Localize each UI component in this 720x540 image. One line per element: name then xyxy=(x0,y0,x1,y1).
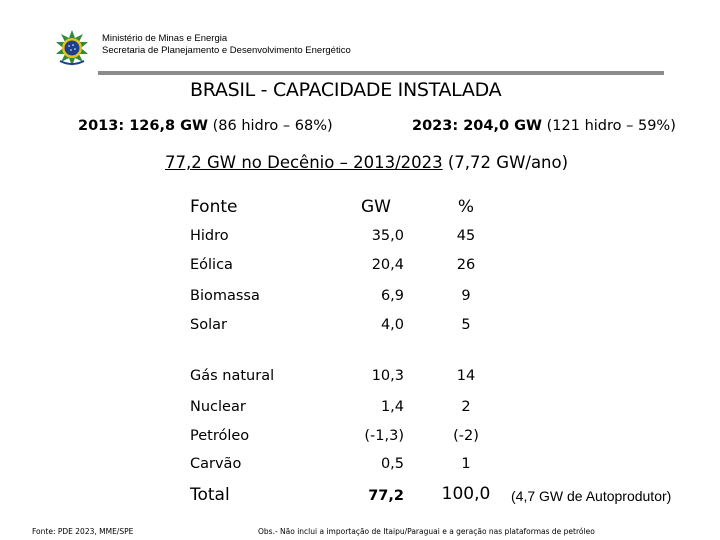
row-pct: 14 xyxy=(456,368,476,384)
row-fonte: Nuclear xyxy=(190,399,246,415)
row-gw: 10,3 xyxy=(371,368,404,384)
row-gw: 1,4 xyxy=(380,399,404,415)
row-fonte: Carvão xyxy=(190,456,242,472)
col-header-pct: % xyxy=(457,197,475,217)
row-pct: 2 xyxy=(461,399,471,415)
summary-2013-detail: (86 hidro – 68%) xyxy=(208,118,333,134)
row-pct: 45 xyxy=(456,228,476,244)
row-pct: 26 xyxy=(456,257,476,273)
autoprodutor-note: (4,7 GW de Autoprodutor) xyxy=(511,488,672,504)
col-header-gw: GW xyxy=(361,197,391,217)
row-pct: 5 xyxy=(461,317,471,333)
row-fonte: Solar xyxy=(190,317,227,333)
total-gw: 77,2 xyxy=(368,488,404,504)
header-divider xyxy=(98,71,664,75)
decade-growth: 77,2 GW no Decênio – 2013/2023 xyxy=(165,153,443,172)
ministry-name: Ministério de Minas e Energia xyxy=(102,33,228,44)
decade-summary: 77,2 GW no Decênio – 2013/2023 (7,72 GW/… xyxy=(165,153,568,172)
source-note: Fonte: PDE 2023, MME/SPE xyxy=(32,527,134,536)
row-fonte: Hidro xyxy=(190,228,229,244)
row-pct: 1 xyxy=(461,456,471,472)
row-pct: (-2) xyxy=(453,428,479,444)
summary-2013-value: 2013: 126,8 GW xyxy=(78,118,209,134)
row-fonte: Petróleo xyxy=(190,428,250,444)
summary-2023-detail: (121 hidro – 59%) xyxy=(542,118,676,134)
row-gw: 4,0 xyxy=(380,317,404,333)
observation-note: Obs.- Não inclui a importação de Itaipu/… xyxy=(258,527,595,536)
row-fonte: Eólica xyxy=(190,257,233,273)
ministry-header: Ministério de Minas e Energia Secretaria… xyxy=(102,33,351,57)
row-fonte: Gás natural xyxy=(190,368,275,384)
row-gw: 6,9 xyxy=(380,288,404,304)
summary-2013: 2013: 126,8 GW (86 hidro – 68%) xyxy=(78,118,333,134)
row-gw: (-1,3) xyxy=(364,428,404,444)
secretariat-name: Secretaria de Planejamento e Desenvolvim… xyxy=(102,45,351,56)
row-fonte: Biomassa xyxy=(190,288,260,304)
brazil-coat-of-arms-icon xyxy=(56,30,88,66)
row-gw: 35,0 xyxy=(371,228,404,244)
total-pct: 100,0 xyxy=(441,484,491,504)
decade-rate: (7,72 GW/ano) xyxy=(442,153,569,172)
row-gw: 20,4 xyxy=(371,257,404,273)
row-pct: 9 xyxy=(461,288,471,304)
col-header-fonte: Fonte xyxy=(190,197,238,217)
total-label: Total xyxy=(190,485,230,505)
page-title: BRASIL - CAPACIDADE INSTALADA xyxy=(190,79,502,101)
row-gw: 0,5 xyxy=(380,456,404,472)
summary-2023-value: 2023: 204,0 GW xyxy=(412,118,543,134)
summary-2023: 2023: 204,0 GW (121 hidro – 59%) xyxy=(412,118,676,134)
